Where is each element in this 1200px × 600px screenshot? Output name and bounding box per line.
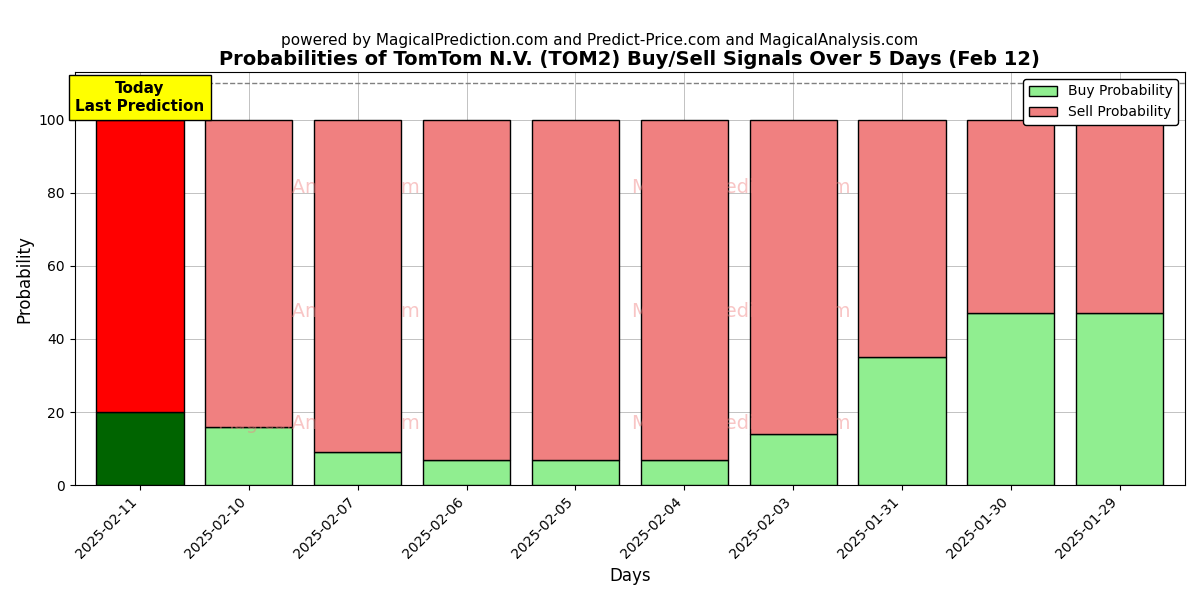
Bar: [205, 427, 293, 485]
Bar: [205, 119, 293, 427]
Bar: [96, 119, 184, 412]
Text: MagicalPrediction.com: MagicalPrediction.com: [631, 414, 851, 433]
Bar: [858, 119, 946, 357]
Bar: [422, 119, 510, 460]
Text: MagicalPrediction.com: MagicalPrediction.com: [631, 302, 851, 321]
Text: Today
Last Prediction: Today Last Prediction: [76, 81, 204, 113]
Bar: [858, 357, 946, 485]
Bar: [532, 460, 619, 485]
Bar: [314, 119, 401, 452]
Text: MagicalPrediction.com: MagicalPrediction.com: [631, 178, 851, 197]
Bar: [641, 119, 727, 460]
Legend: Buy Probability, Sell Probability: Buy Probability, Sell Probability: [1024, 79, 1178, 125]
Bar: [967, 119, 1055, 313]
Bar: [1076, 313, 1163, 485]
Bar: [641, 460, 727, 485]
X-axis label: Days: Days: [610, 567, 650, 585]
Bar: [1076, 119, 1163, 313]
Bar: [750, 119, 836, 434]
Y-axis label: Probability: Probability: [16, 235, 34, 323]
Text: MagicalAnalysis.com: MagicalAnalysis.com: [217, 302, 420, 321]
Text: MagicalAnalysis.com: MagicalAnalysis.com: [217, 414, 420, 433]
Bar: [422, 460, 510, 485]
Title: Probabilities of TomTom N.V. (TOM2) Buy/Sell Signals Over 5 Days (Feb 12): Probabilities of TomTom N.V. (TOM2) Buy/…: [220, 50, 1040, 69]
Bar: [750, 434, 836, 485]
Text: powered by MagicalPrediction.com and Predict-Price.com and MagicalAnalysis.com: powered by MagicalPrediction.com and Pre…: [281, 33, 919, 48]
Bar: [314, 452, 401, 485]
Text: MagicalAnalysis.com: MagicalAnalysis.com: [217, 178, 420, 197]
Bar: [96, 412, 184, 485]
Bar: [532, 119, 619, 460]
Bar: [967, 313, 1055, 485]
